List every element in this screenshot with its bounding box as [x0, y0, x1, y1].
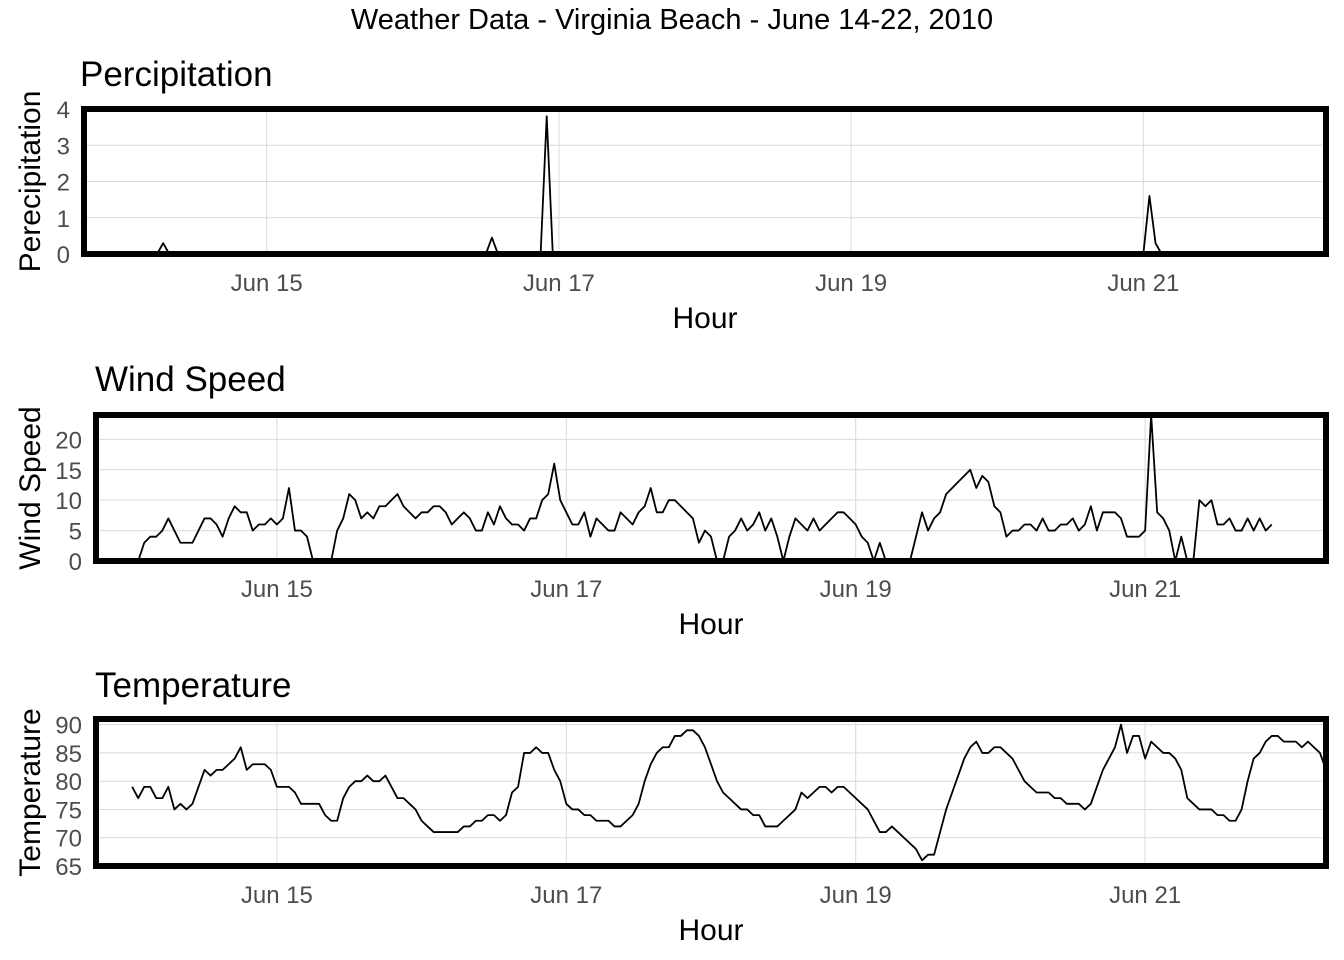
x-axis-label: Hour: [678, 914, 743, 947]
y-axis-label: Wind Speed: [14, 406, 47, 569]
y-tick-label: 85: [55, 741, 82, 768]
y-tick-label: 80: [55, 769, 82, 796]
x-tick-label: Jun 21: [1109, 882, 1181, 909]
x-tick-label: Jun 15: [241, 882, 313, 909]
x-tick-label: Jun 17: [523, 270, 595, 297]
y-tick-label: 3: [57, 133, 70, 160]
x-tick-label: Jun 15: [231, 270, 303, 297]
x-tick-label: Jun 21: [1107, 270, 1179, 297]
panel-title: Percipitation: [80, 55, 273, 94]
x-axis-label: Hour: [678, 608, 743, 641]
y-axis-label: Temperature: [14, 708, 47, 876]
y-axis-label: Perecipitation: [14, 91, 47, 273]
figure-title: Weather Data - Virginia Beach - June 14-…: [350, 4, 994, 36]
y-tick-label: 0: [69, 549, 82, 576]
panel-2: Wind Speed 0 5 10 15 20 Jun 15 Jun 17 Jun 19 Jun …: [14, 360, 1329, 641]
x-tick-label: Jun 21: [1109, 576, 1181, 603]
y-tick-label: 10: [55, 488, 82, 515]
x-tick-label: Jun 15: [241, 576, 313, 603]
panel-title: Wind Speed: [95, 360, 286, 399]
y-tick-label: 75: [55, 797, 82, 824]
y-tick-label: 4: [57, 97, 70, 124]
y-tick-label: 90: [55, 713, 82, 740]
panel-1: Percipitation 0 1 2 3 4 Jun 15 Jun 17 Jun 19 Jun …: [14, 55, 1329, 335]
x-tick-label: Jun 17: [530, 576, 602, 603]
y-tick-label: 0: [57, 242, 70, 269]
panel-frame: [93, 716, 1329, 869]
series-line: [120, 115, 1302, 255]
panel-title: Temperature: [95, 666, 291, 705]
x-tick-label: Jun 17: [530, 882, 602, 909]
x-tick-label: Jun 19: [820, 882, 892, 909]
y-tick-label: 20: [55, 427, 82, 454]
y-tick-label: 65: [55, 854, 82, 881]
x-tick-label: Jun 19: [815, 270, 887, 297]
y-tick-label: 1: [57, 206, 70, 233]
series-line: [131, 723, 1327, 862]
y-tick-label: 5: [69, 519, 82, 546]
x-axis-label: Hour: [672, 302, 737, 335]
y-tick-label: 15: [55, 458, 82, 485]
panel-frame: [93, 412, 1329, 564]
y-tick-label: 70: [55, 826, 82, 853]
panel-frame: [81, 106, 1329, 257]
x-tick-label: Jun 19: [820, 576, 892, 603]
series-line: [132, 414, 1273, 562]
y-tick-label: 2: [57, 170, 70, 197]
